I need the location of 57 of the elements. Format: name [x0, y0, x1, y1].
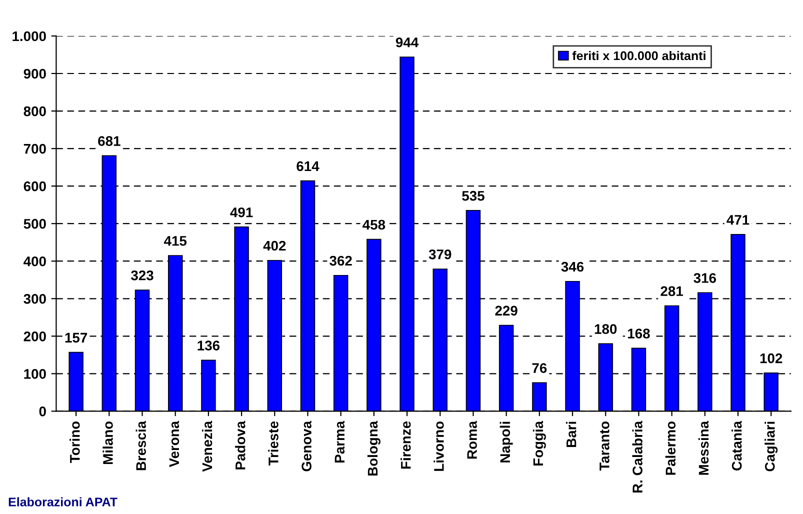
- y-tick-label: 500: [24, 218, 46, 229]
- x-tick-label: Bari: [566, 422, 576, 448]
- data-label: 681: [98, 136, 120, 146]
- x-tick-label: Catania: [732, 420, 742, 471]
- text: Elaborazioni APAT: [8, 497, 118, 506]
- data-label: 136: [198, 340, 220, 350]
- x-tick-label: Taranto: [600, 421, 610, 471]
- data-label: 229: [495, 306, 518, 316]
- y-tick-label: 400: [24, 256, 46, 266]
- x-tick-label: Firenze: [400, 421, 411, 469]
- data-label: 535: [462, 190, 484, 201]
- data-label: 168: [628, 328, 650, 338]
- x-tick-label: Parma: [334, 420, 345, 462]
- y-tick-label: 0: [39, 406, 46, 416]
- x-tick-label: Roma: [467, 420, 477, 459]
- data-label: 471: [726, 215, 750, 225]
- x-tick-label: Napoli: [500, 422, 513, 462]
- x-tick-label: Livorno: [434, 421, 444, 471]
- data-label: 415: [164, 236, 187, 246]
- x-tick-label: Venezia: [202, 420, 212, 472]
- x-tick-label: Bologna: [367, 420, 380, 476]
- data-label: 157: [65, 332, 88, 343]
- x-tick-label: Palermo: [665, 421, 676, 475]
- y-tick-label: 700: [24, 144, 46, 154]
- data-label: 346: [561, 262, 584, 272]
- data-label: 402: [263, 240, 286, 251]
- x-tick-label: Trieste: [268, 421, 278, 466]
- data-label: 281: [660, 286, 684, 296]
- x-tick-label: Messina: [698, 420, 709, 475]
- y-tick-label: 800: [24, 106, 46, 116]
- data-label: 944: [396, 37, 419, 48]
- y-tick-label: 200: [24, 331, 46, 342]
- x-tick-label: Verona: [169, 420, 180, 468]
- x-tick-label: Milano: [102, 421, 113, 464]
- data-label: 316: [694, 273, 716, 283]
- data-label: 458: [362, 220, 386, 230]
- x-tick-label: Torino: [70, 421, 80, 463]
- x-tick-label: R. Calabria: [632, 420, 642, 493]
- x-tick-label: Brescia: [136, 420, 146, 470]
- legend-label: feriti x 100.000 abitanti: [572, 50, 706, 60]
- x-tick-label: Foggia: [532, 420, 546, 466]
- x-tick-label: Padova: [235, 420, 246, 470]
- data-label: 379: [428, 249, 452, 260]
- x-tick-label: Cagliari: [764, 422, 778, 472]
- data-label: 102: [760, 353, 782, 364]
- data-label: 76: [532, 363, 547, 373]
- y-tick-label: 300: [24, 294, 46, 304]
- data-label: 180: [594, 324, 617, 334]
- data-label: 491: [230, 207, 253, 218]
- y-tick-label: 1.000: [12, 31, 46, 42]
- y-tick-label: 900: [24, 68, 46, 79]
- y-tick-label: 600: [24, 181, 46, 192]
- y-tick-label: 100: [24, 369, 46, 379]
- data-label: 323: [130, 270, 154, 280]
- x-tick-label: Genova: [302, 420, 312, 472]
- data-label: 362: [330, 256, 352, 266]
- data-label: 614: [296, 161, 320, 172]
